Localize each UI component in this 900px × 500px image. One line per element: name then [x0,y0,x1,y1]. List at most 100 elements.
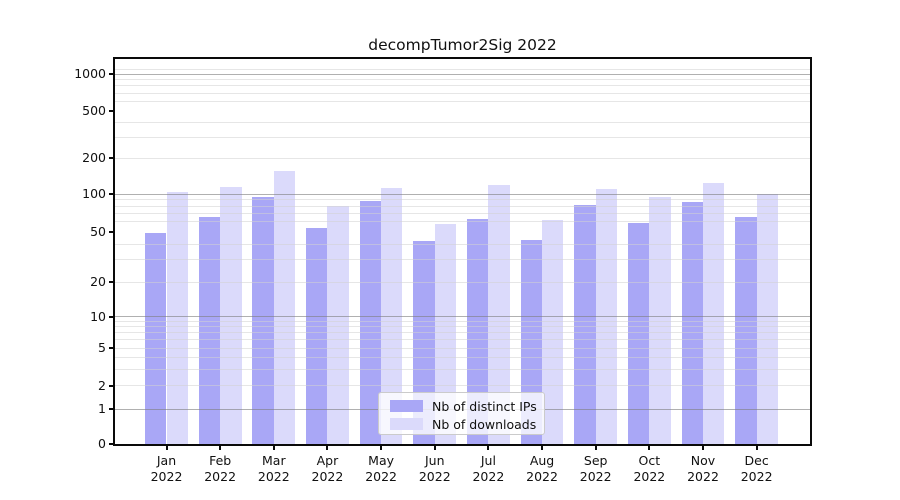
y-tick-mark [109,281,115,284]
legend-row: Nb of distinct IPs [379,397,544,415]
bar-apr-ips [306,227,328,445]
x-tick-label-mar: Mar 2022 [242,453,306,484]
gridline-minor [115,100,810,102]
gridline-minor [115,79,810,81]
gridline-minor [115,199,810,201]
x-tick-label-apr: Apr 2022 [295,453,359,484]
x-tick-label-dec: Dec 2022 [725,453,789,484]
x-tick-mark [326,445,329,450]
gridline-minor [115,213,810,215]
legend-label: Nb of distinct IPs [432,398,537,414]
x-tick-label-line: Aug [529,453,555,468]
x-tick-label-line: Jul [480,453,496,468]
y-tick-label: 50 [90,223,106,239]
x-tick-label-line: Feb [209,453,232,468]
x-tick-label-line: 2022 [740,468,773,484]
x-tick-mark [165,445,168,450]
x-tick-label-line: May [368,453,395,468]
bar-jan-ips [145,232,167,445]
x-tick-label-line: 2022 [418,468,451,484]
x-tick-mark [648,445,651,450]
bar-jun-downloads [434,223,457,445]
x-tick-label-line: Jan [156,453,177,468]
bar-dec-downloads [756,193,779,445]
x-tick-label-feb: Feb 2022 [188,453,252,484]
gridline-minor [115,356,810,358]
gridline-minor [115,332,810,334]
x-tick-label-may: May 2022 [349,453,413,484]
x-tick-label-line: Sep [583,453,608,468]
x-tick-label-oct: Oct 2022 [617,453,681,484]
gridline-major [115,73,810,75]
bar-mar-downloads [273,170,296,445]
gridline-minor [115,157,810,159]
legend-label: Nb of downloads [432,416,537,432]
x-tick-label-line: Mar [262,453,286,468]
y-tick-label: 100 [82,186,106,202]
y-tick-label: 10 [90,308,106,324]
bar-apr-downloads [327,205,349,445]
bar-feb-downloads [220,186,242,445]
y-tick-mark [109,384,115,387]
x-tick-mark [541,445,544,450]
legend-swatch [390,418,423,430]
gridline-minor [115,339,810,341]
x-tick-label-jan: Jan 2022 [135,453,199,484]
y-tick-label: 1 [98,401,106,416]
x-tick-label-nov: Nov 2022 [671,453,735,484]
y-tick-mark [109,443,115,446]
gridline-minor [115,136,810,138]
bar-oct-downloads [649,197,671,445]
y-tick-mark [109,73,115,75]
y-tick-label: 20 [90,274,106,290]
bar-oct-ips [627,222,650,445]
bar-mar-ips [252,196,274,445]
chart-title: decompTumor2Sig 2022 [368,36,557,54]
gridline-minor [115,326,810,328]
x-tick-mark [219,445,222,450]
bar-feb-ips [198,216,221,445]
x-tick-label-line: Oct [638,453,661,468]
x-tick-label-jul: Jul 2022 [456,453,520,484]
bar-jul-ips [467,219,489,445]
x-tick-label-line: 2022 [687,468,719,484]
bar-sep-ips [574,205,596,445]
gridline-minor [115,85,810,87]
bar-jan-downloads [166,192,188,445]
bar-nov-downloads [703,183,725,445]
x-tick-mark [594,445,597,450]
x-tick-label-line: 2022 [150,468,183,484]
gridline-minor [115,243,810,245]
bar-may-ips [359,201,382,445]
bar-aug-downloads [542,220,564,445]
y-tick-mark [109,315,115,318]
bar-nov-ips [681,202,703,445]
y-tick-mark [109,230,115,233]
x-tick-label-line: Jun [424,453,445,468]
x-tick-label-aug: Aug 2022 [510,453,574,484]
gridline-minor [115,321,810,322]
gridline-minor [115,368,810,370]
gridline-major [115,316,810,318]
x-tick-label-line: Apr [316,453,339,468]
bar-may-downloads [381,187,403,445]
x-tick-label-line: 2022 [633,468,666,484]
gridline-major [115,193,810,195]
bar-dec-ips [735,216,757,445]
y-tick-mark [109,110,115,112]
x-tick-label-line: 2022 [204,468,237,484]
gridline-minor [115,385,810,387]
y-tick-label: 200 [82,150,106,166]
gridline-minor [115,122,810,124]
x-tick-label-line: 2022 [526,468,558,484]
y-tick-label: 5 [98,340,106,356]
legend-row: Nb of downloads [379,415,544,433]
bar-jul-downloads [488,185,510,445]
gridline-minor [115,281,810,283]
y-tick-mark [109,157,115,160]
x-tick-mark [702,445,704,450]
x-tick-label-line: 2022 [365,468,397,484]
x-tick-label-jun: Jun 2022 [403,453,467,484]
gridline-minor [115,259,810,261]
y-tick-mark [109,193,115,196]
